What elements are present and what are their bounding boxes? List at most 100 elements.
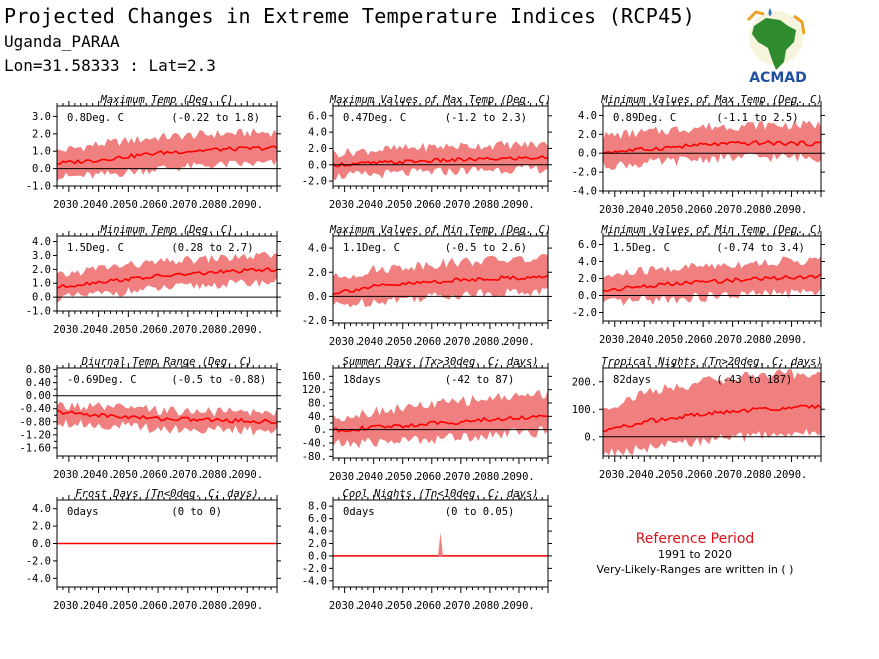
y-tick-label: 4.0 <box>32 236 51 248</box>
y-tick-label: -2.0 <box>26 555 51 567</box>
likely-range: (-43 to 187) <box>716 374 792 386</box>
plot-frame <box>602 105 822 192</box>
likely-range-band <box>57 251 277 303</box>
x-tick-label: 2060. <box>687 204 719 216</box>
y-tick-label: 0. <box>584 431 597 443</box>
x-tick-label: 2080. <box>202 469 234 481</box>
likely-range: (-42 to 87) <box>445 374 515 386</box>
x-tick-label: 2030. <box>329 600 361 612</box>
y-tick-label: 2.0 <box>308 538 327 550</box>
x-tick-label: 2070. <box>445 471 477 483</box>
change-value: 1.1Deg. C <box>343 242 400 254</box>
likely-range: (0 to 0) <box>171 506 222 518</box>
x-tick-label: 2030. <box>329 471 361 483</box>
spike-mark <box>438 532 443 556</box>
x-tick-label: 2030. <box>53 199 85 211</box>
x-tick-label: 2050. <box>658 334 690 346</box>
chart-panel-8: 160.120.80.40.0.-40.-80.2030.2040.2050.2… <box>302 356 552 483</box>
y-tick-label: 0.0 <box>578 290 597 302</box>
x-tick-label: 2050. <box>658 204 690 216</box>
plot-frame <box>56 367 278 457</box>
median-line <box>56 145 278 165</box>
y-tick-label: -4.0 <box>572 186 597 198</box>
change-value: 0.47Deg. C <box>343 112 406 124</box>
x-tick-label: 2090. <box>231 199 263 211</box>
x-tick-label: 2030. <box>53 469 85 481</box>
y-tick-label: 1.0 <box>32 146 51 158</box>
y-tick-label: 6.0 <box>308 513 327 525</box>
x-tick-label: 2060. <box>416 471 448 483</box>
likely-range-band <box>603 369 821 457</box>
panel-title: Tropical Nights (Tn>20deg. C; days) <box>601 356 822 368</box>
likely-range: (0.28 to 2.7) <box>171 242 253 254</box>
y-tick-label: 0.0 <box>32 163 51 175</box>
africa-map-logo: ACMAD <box>746 8 807 86</box>
y-tick-label: -2.0 <box>302 315 327 327</box>
x-tick-label: 2090. <box>503 600 535 612</box>
likely-range: (0 to 0.05) <box>445 506 515 518</box>
y-tick-label: 4.0 <box>578 110 597 122</box>
y-tick-label: 2.0 <box>308 143 327 155</box>
x-tick-label: 2070. <box>717 204 749 216</box>
y-tick-label: 1.0 <box>32 278 51 290</box>
x-tick-label: 2050. <box>113 469 145 481</box>
y-tick-label: -0.80 <box>19 416 51 428</box>
y-tick-label: 3.0 <box>32 111 51 123</box>
x-tick-label: 2040. <box>358 336 390 348</box>
x-tick-label: 2030. <box>53 600 85 612</box>
plot-frame <box>332 235 549 324</box>
panel-title: Maximum Values of Max Temp (Deg. C) <box>329 94 551 106</box>
plot-frame <box>56 235 278 312</box>
y-tick-label: -2.0 <box>572 307 597 319</box>
y-tick-label: 80. <box>308 398 327 410</box>
x-tick-label: 2040. <box>628 204 660 216</box>
x-tick-label: 2090. <box>503 336 535 348</box>
x-tick-label: 2090. <box>503 199 535 211</box>
chart-panel-7: 0.800.400.00-0.40-0.80-1.20-1.60 2030.204… <box>19 356 281 481</box>
panel-title: Maximum Values of Min Temp (Deg. C) <box>329 224 551 236</box>
change-value: 0days <box>67 506 99 518</box>
x-tick-label: 2090. <box>776 334 808 346</box>
x-tick-label: 2070. <box>445 199 477 211</box>
y-tick-label: 0.0 <box>32 538 51 550</box>
x-tick-label: 2090. <box>776 469 808 481</box>
chart-panel-6: 6.0 4.0 2.0 0.0 -2.0 2030.2040.2050.2060.2070… <box>572 224 825 346</box>
likely-range: (-0.5 to 2.6) <box>445 242 527 254</box>
median-line <box>602 273 822 292</box>
y-tick-label: 0.80 <box>26 364 51 376</box>
x-tick-label: 2080. <box>746 204 778 216</box>
y-tick-label: -1.60 <box>19 442 51 454</box>
x-tick-label: 2070. <box>445 336 477 348</box>
y-tick-label: 0.00 <box>26 390 51 402</box>
likely-range: (-1.2 to 2.3) <box>445 112 527 124</box>
x-tick-label: 2090. <box>231 469 263 481</box>
panel-title: Minimum Temp (Deg. C) <box>100 224 234 236</box>
plot-frame <box>602 367 822 457</box>
x-tick-label: 2070. <box>172 600 204 612</box>
y-tick-label: 2.0 <box>32 264 51 276</box>
y-tick-label: -4.0 <box>26 573 51 585</box>
chart-title: Projected Changes in Extreme Temperature… <box>4 4 696 28</box>
x-tick-label: 2080. <box>474 471 506 483</box>
median-line <box>332 414 549 433</box>
panel-title: Minimum Values of Max Temp (Deg. C) <box>600 94 822 106</box>
y-tick-label: 2.0 <box>578 129 597 141</box>
change-value: 18days <box>343 374 381 386</box>
chart-panel-1: 3.0 2.0 1.0 0.0 -1.02030.2040.2050.2060.2070… <box>26 94 281 211</box>
location-name: Uganda_PARAA <box>4 32 120 51</box>
y-tick-label: -80. <box>302 451 327 463</box>
likely-range: (-0.5 to -0.88) <box>171 374 266 386</box>
panel-title: Frost Days (Tn<0deg. C; days) <box>75 488 258 500</box>
panel-title: Minimum Values of Min Temp (Deg. C) <box>600 224 822 236</box>
x-tick-label: 2030. <box>329 336 361 348</box>
y-tick-label: -1.0 <box>26 306 51 318</box>
y-tick-label: 0. <box>314 424 327 436</box>
y-tick-label: -4.0 <box>302 575 327 587</box>
chart-panel-5: 4.02.00.0-2.02030.2040.2050.2060.2070.20… <box>302 224 552 348</box>
x-tick-label: 2040. <box>83 324 115 336</box>
y-tick-label: 40. <box>308 411 327 423</box>
y-tick-label: 8.0 <box>308 501 327 513</box>
x-tick-label: 2040. <box>83 199 115 211</box>
y-tick-label: 0.40 <box>26 377 51 389</box>
